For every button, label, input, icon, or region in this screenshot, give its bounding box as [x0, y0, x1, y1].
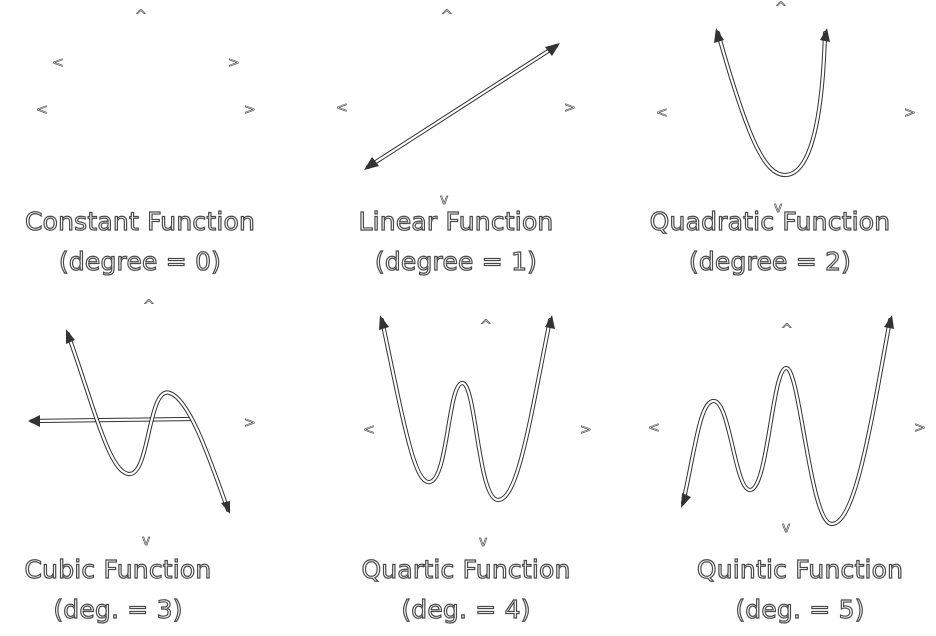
caption-quartic: Quartic Function (deg. = 4) — [316, 550, 616, 630]
caption-quintic: Quintic Function (deg. = 5) — [650, 550, 936, 630]
axis-down-mark: v — [782, 520, 790, 536]
axis-up-mark: ^ — [781, 322, 793, 338]
caption-cubic: Cubic Function (deg. = 3) — [0, 550, 268, 630]
axis-right-mark: > — [914, 420, 926, 436]
quintic-curve — [681, 315, 894, 524]
caption-subtitle: (deg. = 5) — [650, 590, 936, 630]
caption-subtitle: (deg. = 4) — [316, 590, 616, 630]
panel-quintic: ^ v < > — [0, 0, 936, 560]
caption-title: Quintic Function — [650, 550, 936, 590]
axis-left-mark: < — [648, 420, 660, 436]
quintic-graph: ^ v < > — [0, 0, 936, 560]
caption-subtitle: (deg. = 3) — [0, 590, 268, 630]
